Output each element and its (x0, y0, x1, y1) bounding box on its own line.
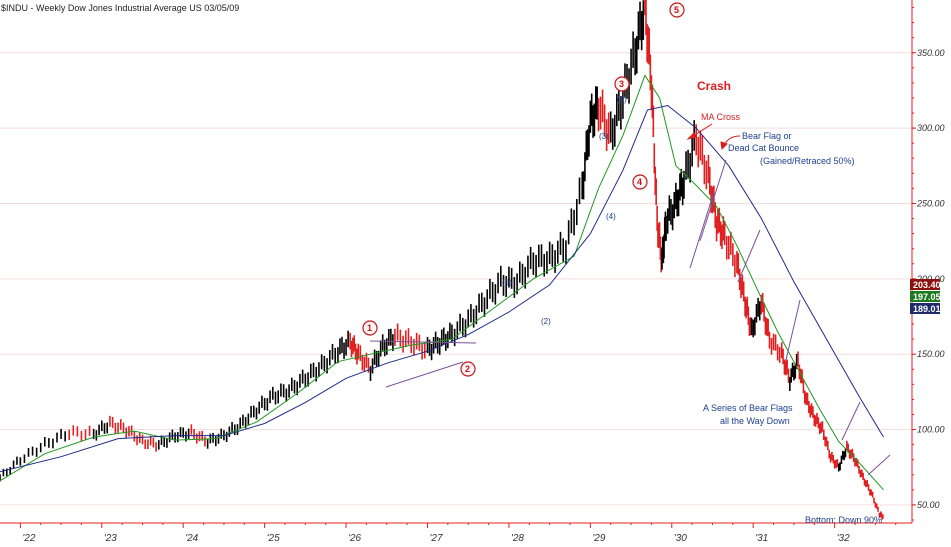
y-tick-label: 350.00 (917, 48, 945, 58)
price-bars (0, 0, 884, 520)
bear-flag-line-c (737, 229, 761, 283)
y-tick-label: 300.00 (917, 123, 945, 133)
wave-circle-4: 4 (632, 174, 648, 190)
x-tick-label: '32 (837, 533, 850, 544)
wave-circle-1: 1 (362, 320, 378, 336)
price-label-1-box (910, 279, 940, 290)
wave-circle-4-ring (632, 174, 648, 190)
y-tick-label: 100.00 (917, 425, 945, 435)
x-tick-label: '27 (430, 533, 443, 544)
wave-circle-1-ring (362, 320, 378, 336)
ma-short-line (0, 74, 884, 491)
bear-flag-line3: (Gained/Retraced 50%) (760, 156, 855, 166)
wave-paren-2: (2) (541, 317, 551, 326)
wave-paren-3: (3) (599, 132, 609, 141)
wave-circle-4-label: 4 (637, 177, 642, 187)
triangle-top-line (369, 340, 477, 344)
bear-flag-line-a (689, 191, 715, 269)
x-tick-label: '26 (348, 533, 361, 544)
wave-circle-2-label: 2 (465, 364, 470, 374)
x-tick-label: '22 (22, 533, 35, 544)
wave-circle-5-ring (669, 2, 685, 18)
grid (0, 52, 912, 506)
x-tick-label: '29 (592, 533, 605, 544)
x-tick-label: '31 (755, 533, 768, 544)
bear-flag-line-b (699, 159, 727, 242)
wave-circle-5: 5 (669, 2, 685, 18)
wave-circle-1-label: 1 (367, 323, 372, 333)
x-tick-label: '30 (674, 533, 687, 544)
bottom-annotation: Bottom: Down 90% (805, 515, 882, 525)
x-tick-label: '24 (185, 533, 198, 544)
ma-cross-arrow (686, 123, 713, 140)
chart-title: $INDU - Weekly Dow Jones Industrial Aver… (1, 3, 239, 13)
bear-flag-line-f (867, 454, 891, 476)
wave-circle-2-ring (460, 361, 476, 377)
wave-paren-4: (4) (606, 212, 616, 221)
wave-circle-3-ring (614, 76, 630, 92)
price-label-2-text: 197.05 (913, 292, 941, 302)
bear-flag-arrow-head (720, 141, 728, 151)
price-label-3-box (910, 303, 940, 314)
bear-flag-arrow (720, 135, 741, 151)
wave-circle-5-label: 5 (674, 5, 679, 15)
bear-series-line2: all the Way Down (720, 416, 790, 426)
bear-series-line1: A Series of Bear Flags (703, 403, 793, 413)
x-tick-label: '25 (267, 533, 280, 544)
price-label-3-text: 189.01 (913, 304, 941, 314)
wave-circle-2: 2 (460, 361, 476, 377)
ma-cross-annotation: MA Cross (701, 112, 741, 122)
bear-flag-line-d (785, 299, 801, 361)
triangle-bottom-line (385, 361, 464, 388)
y-tick-label: 50.00 (917, 500, 940, 510)
wave-circle-3-label: 3 (619, 79, 624, 89)
y-tick-label: 250.00 (916, 198, 945, 208)
ma-cross-arrow-head (686, 132, 697, 140)
bear-flag-line-e (841, 401, 861, 441)
crash-annotation: Crash (697, 79, 731, 93)
y-axis: 50.00 100.00 150.00 200.00 250.00 300.00 350.0… (911, 0, 945, 523)
series (0, 0, 884, 520)
wave-paren-5: (5) (617, 95, 627, 104)
price-label-2-box (910, 291, 940, 302)
x-tick-label: '28 (511, 533, 524, 544)
price-label-2: 197.05 (910, 291, 941, 302)
x-tick-label: '23 (104, 533, 117, 544)
price-label-1: 203.40 (910, 279, 941, 290)
wave-paren-1: (1) (502, 278, 512, 287)
bear-flag-line2: Dead Cat Bounce (728, 143, 799, 153)
bear-flag-line1: Bear Flag or (742, 131, 792, 141)
price-label-3: 189.01 (910, 303, 941, 314)
pattern-lines (369, 159, 891, 476)
x-axis: '22 '23 '24 '25 '26 '27 '28 '29 '30 '31 '32 (0, 522, 912, 544)
wave-circle-3: 3 (614, 76, 630, 92)
y-tick-label: 150.00 (917, 349, 945, 359)
y-tick-label: 200.00 (916, 274, 945, 284)
price-label-1-text: 203.40 (913, 280, 941, 290)
ma-long-line (0, 104, 884, 473)
